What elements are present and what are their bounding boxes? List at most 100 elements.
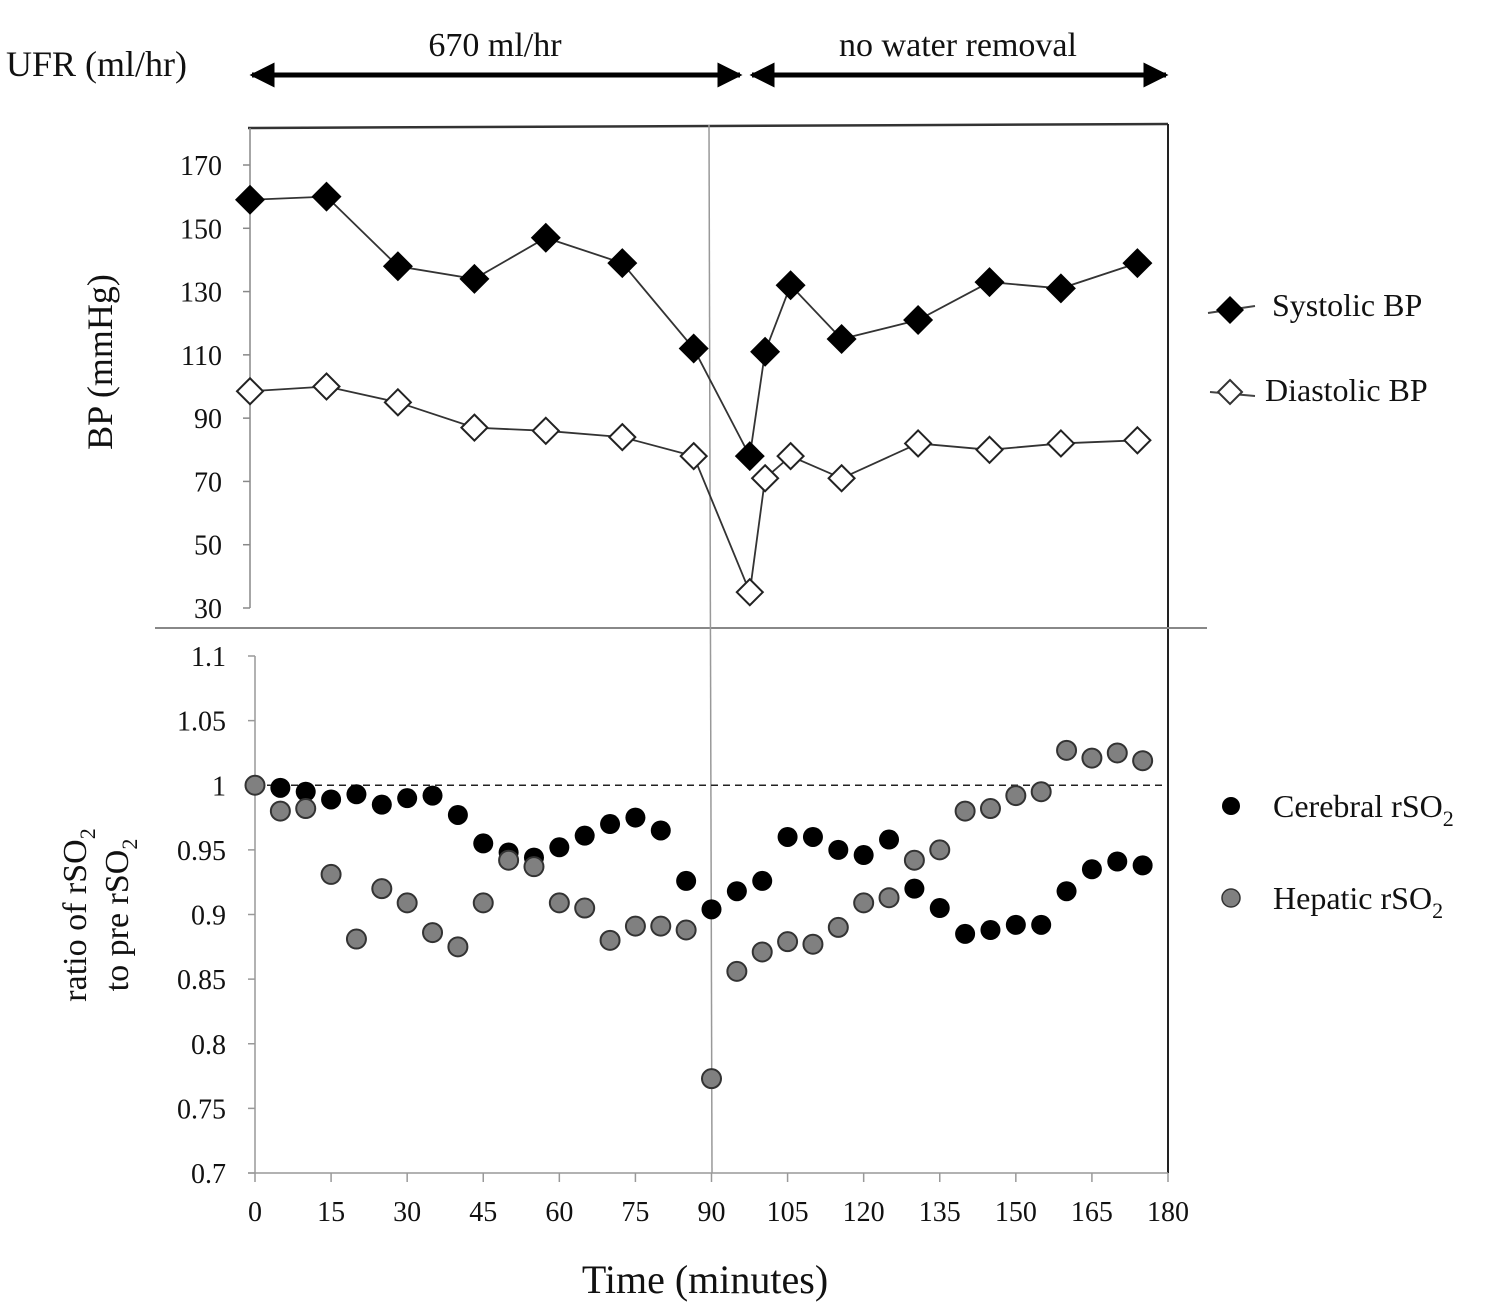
cerebral-point	[600, 814, 621, 835]
cerebral-point	[904, 878, 925, 899]
hepatic-point	[979, 798, 1001, 820]
hepatic-point	[1106, 742, 1128, 764]
cerebral-point	[1005, 914, 1026, 935]
hepatic-point	[371, 878, 393, 900]
hepatic-point	[269, 800, 291, 822]
cerebral-point	[549, 837, 570, 858]
rso2-y-tick-label: 0.9	[191, 901, 226, 932]
cerebral-point	[295, 781, 316, 802]
systolic-point	[235, 184, 265, 215]
rso2-y-tick-label: 0.95	[177, 836, 226, 867]
systolic-point	[750, 336, 781, 367]
hepatic-point	[295, 798, 317, 820]
diastolic-point	[975, 435, 1004, 465]
hepatic-point	[472, 892, 494, 914]
diastolic-point	[776, 441, 806, 471]
systolic-point	[734, 441, 765, 472]
x-tick-label: 165	[1071, 1197, 1113, 1228]
cerebral-point	[447, 804, 468, 825]
hepatic-point	[1030, 781, 1052, 803]
hepatic-point	[827, 916, 849, 938]
x-tick-label: 120	[843, 1197, 885, 1228]
rso2-y-tick-label: 1	[212, 771, 226, 802]
cerebral-point	[701, 899, 722, 920]
bp-y-tick-label: 130	[180, 278, 222, 309]
systolic-point	[530, 222, 561, 253]
legend-cerebral-label: Cerebral rSO2	[1273, 788, 1454, 831]
diastolic-point	[607, 422, 637, 452]
hepatic-point	[523, 856, 545, 878]
diastolic-point	[383, 387, 413, 417]
cerebral-point	[676, 870, 697, 891]
hepatic-point	[1056, 739, 1078, 761]
legend-hepatic: Hepatic rSO2	[1221, 880, 1443, 923]
cerebral-point	[955, 923, 976, 944]
legend-hepatic-label: Hepatic rSO2	[1273, 880, 1443, 923]
bp-y-tick-label: 30	[194, 594, 222, 625]
bp-y-tick-label: 90	[194, 404, 222, 435]
legend-cerebral: Cerebral rSO2	[1222, 788, 1454, 831]
black-circle-icon	[1222, 797, 1240, 815]
x-tick-label: 180	[1147, 1197, 1189, 1228]
cerebral-point	[397, 788, 418, 809]
cerebral-point	[270, 777, 291, 798]
hepatic-point	[624, 915, 646, 937]
rso2-y-tick-label: 0.75	[177, 1094, 226, 1125]
cerebral-point	[574, 825, 595, 846]
hepatic-point	[701, 1068, 722, 1090]
systolic-point	[826, 324, 857, 355]
hepatic-point	[599, 929, 621, 951]
legend-diastolic-label: Diastolic BP	[1265, 372, 1428, 408]
cerebral-point	[929, 898, 950, 919]
diastolic-point	[827, 463, 857, 493]
legend-systolic-label: Systolic BP	[1272, 287, 1422, 323]
cerebral-point	[422, 785, 443, 806]
diastolic-point	[1046, 429, 1076, 458]
systolic-point	[311, 181, 342, 212]
bp-y-tick-label: 50	[194, 531, 222, 562]
x-tick-label: 30	[393, 1197, 421, 1228]
rso2-y-tick-label: 0.85	[177, 965, 226, 996]
diastolic-point	[1122, 425, 1152, 455]
hepatic-point	[244, 774, 266, 796]
systolic-point	[678, 333, 709, 364]
cerebral-point	[828, 839, 849, 860]
hepatic-point	[929, 839, 951, 861]
diastolic-point	[531, 416, 561, 446]
bp-y-tick-label: 70	[194, 467, 222, 498]
ufr-label: UFR (ml/hr)	[6, 44, 187, 84]
phase1-label: 670 ml/hr	[428, 27, 562, 64]
x-tick-label: 60	[545, 1197, 573, 1228]
hepatic-point	[675, 919, 697, 941]
hepatic-point	[726, 960, 748, 982]
hepatic-point	[574, 897, 596, 919]
x-axis-label: Time (minutes)	[582, 1257, 828, 1302]
rso2-y-tick-label: 0.7	[191, 1159, 226, 1190]
top-border	[247, 122, 1169, 130]
rso2-axes: 0.7 0.75 0.8 0.85 0.9 0.95 1 1.05 1.1 0 15 30 45 60 75…	[177, 642, 1189, 1228]
rso2-y-tick-label: 1.05	[177, 707, 226, 738]
x-tick-label: 150	[995, 1197, 1037, 1228]
cerebral-point	[625, 807, 646, 828]
systolic-point	[775, 270, 806, 301]
hepatic-point	[345, 928, 367, 950]
cerebral-point	[321, 789, 342, 810]
bp-y-axis-label: BP (mmHg)	[80, 274, 120, 450]
bp-y-tick-label: 170	[180, 151, 222, 182]
rso2-y-tick-label: 1.1	[191, 642, 226, 673]
phase-divider-line	[708, 124, 713, 1174]
diastolic-point	[750, 463, 780, 493]
rso2-plot	[244, 739, 1154, 1090]
cerebral-point	[346, 784, 367, 805]
systolic-point	[459, 263, 490, 294]
systolic-point	[903, 305, 934, 336]
cerebral-point	[802, 826, 823, 847]
hepatic-point	[498, 849, 520, 871]
svg-text:ratio of rSO2: ratio of rSO2	[57, 828, 100, 1001]
x-tick-label: 135	[919, 1197, 961, 1228]
rso2-y-axis-label: ratio of rSO2 to pre rSO2	[57, 828, 142, 1001]
hepatic-point	[320, 863, 342, 885]
x-tick-label: 105	[767, 1197, 809, 1228]
cerebral-point	[1056, 881, 1077, 902]
cerebral-point	[650, 820, 671, 841]
